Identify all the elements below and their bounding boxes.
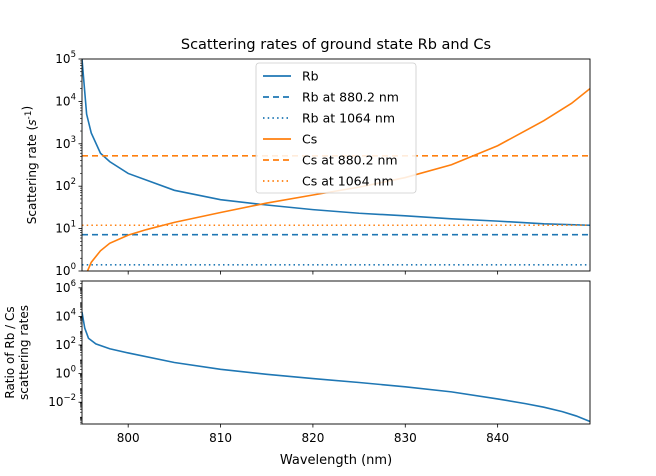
legend: Rb Rb at 880.2 nm Rb at 1064 nm Cs Cs at 880…	[255, 62, 417, 194]
legend-entry-label: Rb at 1064 nm	[302, 111, 395, 126]
series-line-cs	[86, 88, 590, 271]
top-y-tick-label: 102	[55, 177, 76, 193]
bottom-y-tick-label: 102	[55, 336, 76, 352]
top-y-tick-label: 105	[55, 50, 76, 66]
bottom-y-tick-label: 106	[55, 279, 76, 295]
bottom-x-tick-label: 840	[486, 431, 509, 445]
top-y-tick-label: 104	[55, 92, 76, 108]
legend-box	[255, 62, 417, 194]
bottom-plot-lines	[82, 311, 590, 423]
series-line-ratio	[82, 311, 590, 423]
bottom-y-tick-label: 10−2	[48, 393, 76, 409]
legend-entry-label: Cs at 880.2 nm	[302, 153, 398, 168]
top-y-tick-label: 101	[55, 220, 76, 236]
legend-entry-label: Rb at 880.2 nm	[302, 90, 399, 105]
legend-entry-label: Cs	[302, 132, 317, 147]
bottom-y-tick-label: 100	[55, 365, 76, 381]
bottom-y-axis-label: Ratio of Rb / Cs	[3, 306, 17, 398]
x-axis-label: Wavelength (nm)	[280, 453, 392, 468]
bottom-axes-frame	[81, 280, 591, 425]
chart-title: Scattering rates of ground state Rb and …	[181, 37, 491, 53]
bottom-y-axis-label: scattering rates	[17, 305, 31, 400]
bottom-y-tick-label: 104	[55, 307, 76, 323]
top-y-axis-label: Scattering rate (s-1)	[20, 106, 39, 224]
top-y-tick-label: 100	[55, 262, 76, 278]
ratio-panel: 10−2 100 102 104 106 800 810 820 830 840 Ratio of …	[3, 279, 591, 445]
bottom-x-tick-label: 830	[394, 431, 417, 445]
legend-entry-label: Rb	[302, 69, 319, 84]
bottom-x-tick-label: 800	[117, 431, 140, 445]
top-axes-frame	[81, 58, 591, 272]
bottom-x-tick-label: 820	[301, 431, 324, 445]
legend-entry-label: Cs at 1064 nm	[302, 174, 394, 189]
series-line-rb	[82, 59, 590, 227]
bottom-x-tick-label: 810	[209, 431, 232, 445]
top-y-tick-label: 103	[55, 135, 76, 151]
